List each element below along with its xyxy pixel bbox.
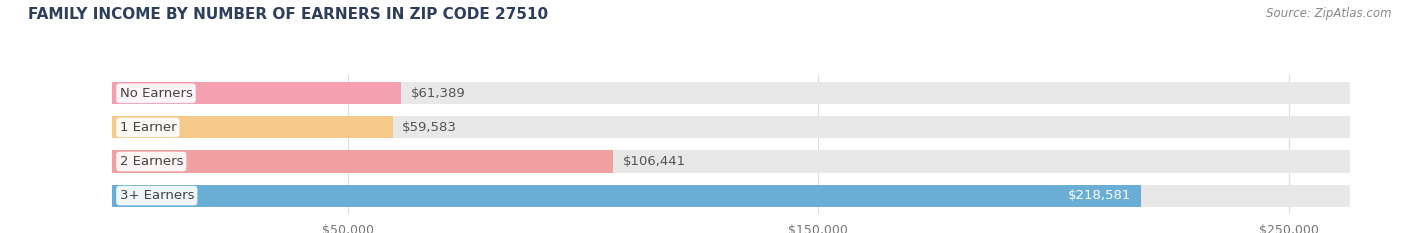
Bar: [112, 185, 1140, 207]
Text: $59,583: $59,583: [402, 121, 457, 134]
Text: $61,389: $61,389: [411, 87, 465, 100]
Bar: [112, 116, 1350, 138]
Text: 1 Earner: 1 Earner: [120, 121, 176, 134]
Bar: [112, 116, 392, 138]
Text: No Earners: No Earners: [120, 87, 193, 100]
Text: 2 Earners: 2 Earners: [120, 155, 183, 168]
Text: FAMILY INCOME BY NUMBER OF EARNERS IN ZIP CODE 27510: FAMILY INCOME BY NUMBER OF EARNERS IN ZI…: [28, 7, 548, 22]
Text: $218,581: $218,581: [1069, 189, 1132, 202]
Text: Source: ZipAtlas.com: Source: ZipAtlas.com: [1267, 7, 1392, 20]
Text: 3+ Earners: 3+ Earners: [120, 189, 194, 202]
Bar: [112, 185, 1350, 207]
Bar: [112, 151, 1350, 173]
Bar: [112, 82, 1350, 104]
Bar: [112, 82, 401, 104]
Bar: [112, 151, 613, 173]
Text: $106,441: $106,441: [623, 155, 686, 168]
